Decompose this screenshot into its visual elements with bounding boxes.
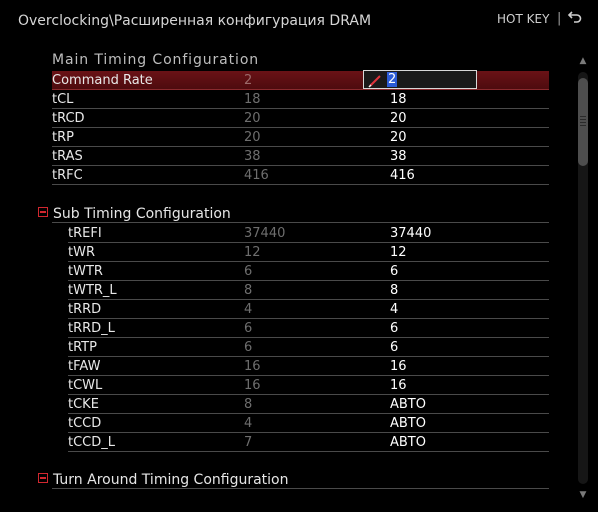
setting-value[interactable]: 6 — [390, 321, 399, 336]
setting-current-value: 20 — [244, 130, 261, 145]
section-divider — [52, 222, 549, 223]
setting-row-twtr-l[interactable]: tWTR_L 8 8 — [68, 281, 549, 300]
setting-row-trrd[interactable]: tRRD 4 4 — [68, 300, 549, 319]
setting-row-tcke[interactable]: tCKE 8 АВТО — [68, 395, 549, 414]
hotkey-button[interactable]: HOT KEY — [497, 12, 550, 26]
setting-row-tcl[interactable]: tCL 18 18 — [52, 90, 549, 109]
setting-name: tRP — [52, 130, 74, 145]
setting-value[interactable]: АВТО — [390, 416, 426, 431]
setting-name: tRFC — [52, 168, 83, 183]
scroll-down-arrow-icon[interactable]: ▼ — [579, 490, 587, 500]
setting-name: tRAS — [52, 149, 83, 164]
setting-current-value: 6 — [244, 264, 253, 279]
setting-row-tcwl[interactable]: tCWL 16 16 — [68, 376, 549, 395]
command-rate-input-value: 2 — [387, 72, 398, 87]
setting-current-value: 37440 — [244, 226, 286, 241]
scroll-track[interactable] — [578, 72, 588, 484]
setting-value[interactable]: 8 — [390, 283, 399, 298]
setting-name: tWTR_L — [68, 283, 117, 298]
setting-row-twr[interactable]: tWR 12 12 — [68, 243, 549, 262]
setting-current-value: 20 — [244, 111, 261, 126]
setting-value[interactable]: 6 — [390, 340, 399, 355]
setting-row-tras[interactable]: tRAS 38 38 — [52, 147, 549, 166]
setting-current-value: 7 — [244, 435, 253, 450]
collapse-icon[interactable] — [38, 207, 48, 217]
setting-name: tCCD_L — [68, 435, 116, 450]
setting-current-value: 12 — [244, 245, 261, 260]
setting-name: tCL — [52, 92, 74, 107]
setting-name: tWR — [68, 245, 95, 260]
turn-around-title: Turn Around Timing Configuration — [53, 472, 289, 488]
vertical-scrollbar[interactable]: ▲ ▼ — [575, 56, 591, 504]
setting-row-trefi[interactable]: tREFI 37440 37440 — [68, 224, 549, 243]
setting-current-value: 2 — [244, 73, 253, 88]
setting-value[interactable]: 6 — [390, 264, 399, 279]
collapse-icon[interactable] — [38, 473, 48, 483]
setting-current-value: 4 — [244, 416, 253, 431]
setting-current-value: 18 — [244, 92, 261, 107]
setting-row-trtp[interactable]: tRTP 6 6 — [68, 338, 549, 357]
scroll-up-arrow-icon[interactable]: ▲ — [579, 56, 587, 66]
setting-name: tCWL — [68, 378, 103, 393]
setting-current-value: 16 — [244, 378, 261, 393]
setting-current-value: 6 — [244, 340, 253, 355]
main-timing-title: Main Timing Configuration — [52, 52, 260, 68]
back-arrow-icon[interactable] — [566, 8, 584, 26]
setting-value[interactable]: АВТО — [390, 397, 426, 412]
setting-name: tWTR — [68, 264, 103, 279]
setting-name: tRRD — [68, 302, 102, 317]
top-bar: Overclocking\Расширенная конфигурация DR… — [0, 0, 598, 44]
setting-value[interactable]: 416 — [390, 168, 415, 183]
setting-value[interactable]: 4 — [390, 302, 399, 317]
setting-value[interactable]: 20 — [390, 111, 407, 126]
setting-name: tRTP — [68, 340, 97, 355]
setting-name: tFAW — [68, 359, 101, 374]
setting-value[interactable]: 12 — [390, 245, 407, 260]
setting-current-value: 6 — [244, 321, 253, 336]
pencil-icon — [368, 73, 382, 88]
header-separator: | — [557, 11, 562, 26]
setting-value[interactable]: 38 — [390, 149, 407, 164]
command-rate-input[interactable]: 2 — [363, 70, 477, 89]
sub-timing-title: Sub Timing Configuration — [53, 206, 231, 222]
setting-current-value: 8 — [244, 397, 253, 412]
setting-current-value: 416 — [244, 168, 269, 183]
setting-row-tccd[interactable]: tCCD 4 АВТО — [68, 414, 549, 433]
setting-value[interactable]: АВТО — [390, 435, 426, 450]
setting-row-tccd-l[interactable]: tCCD_L 7 АВТО — [68, 433, 549, 452]
setting-name: Command Rate — [52, 73, 153, 88]
setting-current-value: 8 — [244, 283, 253, 298]
setting-value[interactable]: 20 — [390, 130, 407, 145]
dram-timing-panel: Main Timing Configuration Command Rate 2… — [0, 44, 570, 512]
setting-row-trp[interactable]: tRP 20 20 — [52, 128, 549, 147]
setting-value[interactable]: 16 — [390, 359, 407, 374]
setting-name: tREFI — [68, 226, 102, 241]
section-divider — [52, 488, 549, 489]
setting-value[interactable]: 16 — [390, 378, 407, 393]
setting-name: tCKE — [68, 397, 99, 412]
turn-around-header[interactable]: Turn Around Timing Configuration — [38, 472, 289, 488]
setting-value[interactable]: 18 — [390, 92, 407, 107]
setting-row-command-rate[interactable]: Command Rate 2 2 — [52, 70, 549, 90]
scroll-thumb[interactable] — [578, 78, 588, 166]
setting-name: tRCD — [52, 111, 85, 126]
setting-row-trcd[interactable]: tRCD 20 20 — [52, 109, 549, 128]
setting-value[interactable]: 37440 — [390, 226, 432, 241]
setting-row-twtr[interactable]: tWTR 6 6 — [68, 262, 549, 281]
setting-name: tRRD_L — [68, 321, 115, 336]
setting-current-value: 38 — [244, 149, 261, 164]
setting-row-trrd-l[interactable]: tRRD_L 6 6 — [68, 319, 549, 338]
setting-current-value: 16 — [244, 359, 261, 374]
setting-row-tfaw[interactable]: tFAW 16 16 — [68, 357, 549, 376]
breadcrumb-path: Overclocking\Расширенная конфигурация DR… — [18, 13, 372, 29]
setting-row-trfc[interactable]: tRFC 416 416 — [52, 166, 549, 185]
setting-current-value: 4 — [244, 302, 253, 317]
sub-timing-header[interactable]: Sub Timing Configuration — [38, 206, 231, 222]
setting-name: tCCD — [68, 416, 102, 431]
